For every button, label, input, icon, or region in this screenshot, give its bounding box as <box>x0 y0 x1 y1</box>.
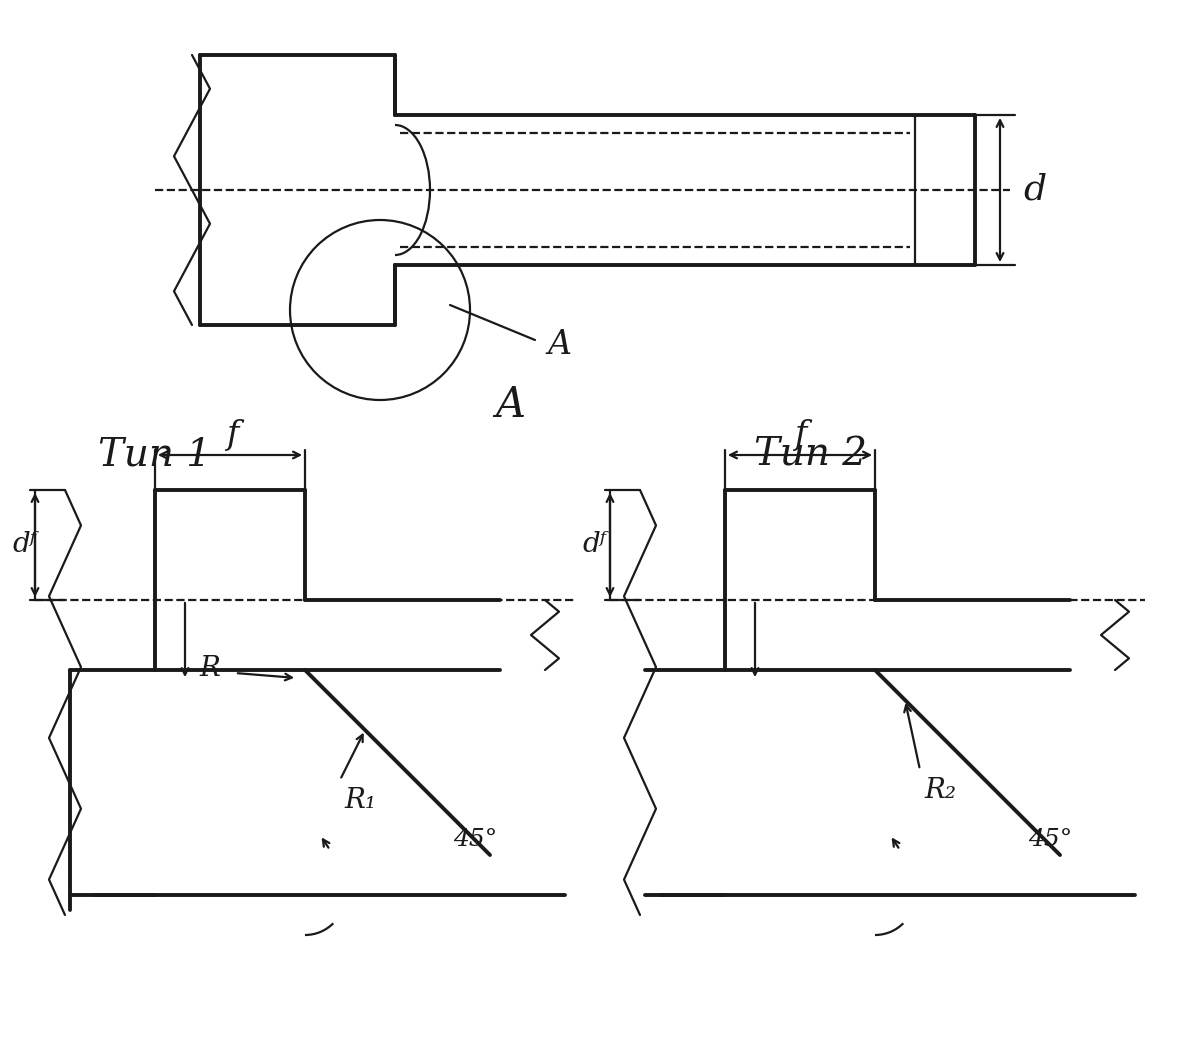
Text: dᶠ: dᶠ <box>13 531 37 559</box>
Text: 45°: 45° <box>453 829 498 851</box>
Text: A: A <box>495 384 525 426</box>
Text: 45°: 45° <box>1027 829 1072 851</box>
Text: d: d <box>1024 173 1046 207</box>
Text: R₂: R₂ <box>924 776 956 804</box>
Text: R: R <box>199 655 220 681</box>
Text: A: A <box>547 329 572 361</box>
Text: f: f <box>794 419 806 451</box>
Text: dᶠ: dᶠ <box>583 531 607 559</box>
Text: f: f <box>226 419 238 451</box>
Text: Тип 2: Тип 2 <box>754 436 866 473</box>
Text: Тип 1: Тип 1 <box>98 436 211 473</box>
Text: R₁: R₁ <box>344 787 376 813</box>
